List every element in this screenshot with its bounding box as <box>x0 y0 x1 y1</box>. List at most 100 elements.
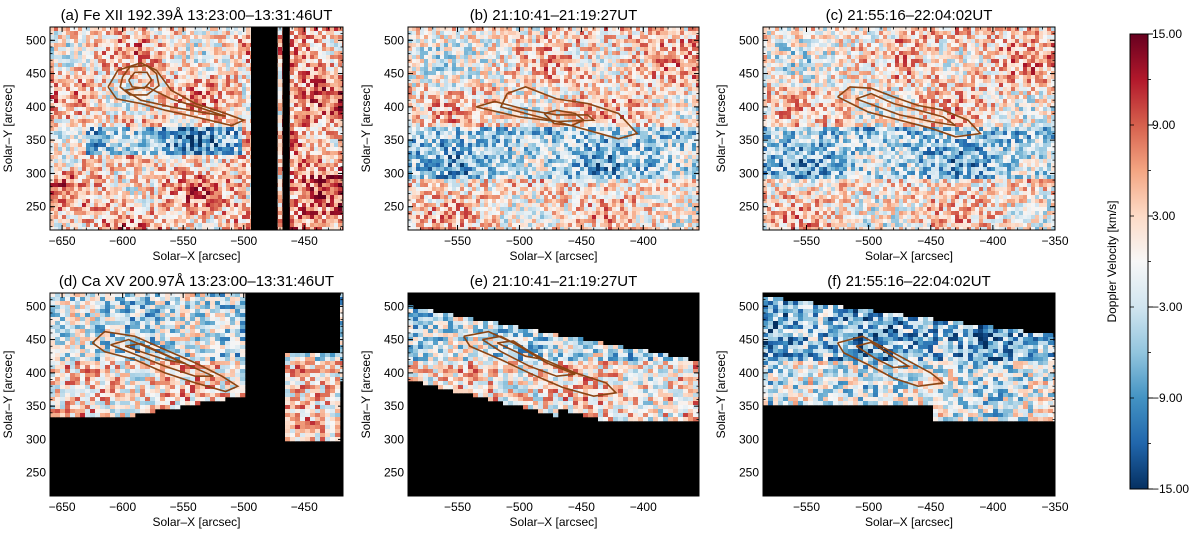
ylabel-e: Solar–Y [arcsec] <box>359 351 373 439</box>
data-gap-a-0 <box>250 27 278 230</box>
xtick-label-f-1: −500 <box>855 500 882 514</box>
panel-title-f: (f) 21:55:16–22:04:02UT <box>827 273 990 290</box>
ytick-label-b-1: 300 <box>384 166 404 180</box>
ytick-label-c-5: 500 <box>739 33 759 47</box>
ytick-label-a-0: 250 <box>26 200 46 214</box>
axes-frame-b <box>407 26 700 231</box>
ylabel-c: Solar–Y [arcsec] <box>714 85 728 173</box>
contour-a-3 <box>124 86 226 117</box>
ytick-label-b-0: 250 <box>384 200 404 214</box>
heatmap-f <box>763 293 1055 496</box>
ytick-label-b-3: 400 <box>384 100 404 114</box>
panel-d: −650 −600 −550 −500 −450 250 300 350 400 450 500 (d… <box>1 273 344 529</box>
xtick-label-c-3: −400 <box>979 234 1006 248</box>
xtick-label-c-0: −550 <box>793 234 820 248</box>
xtick-label-a-0: −650 <box>49 234 76 248</box>
xlabel-e: Solar–X [arcsec] <box>509 515 597 529</box>
xtick-label-d-1: −600 <box>109 500 136 514</box>
data-gap-a-1 <box>282 27 290 230</box>
contours-a <box>107 62 246 127</box>
ytick-label-c-4: 450 <box>739 67 759 81</box>
xtick-label-e-0: −550 <box>444 500 471 514</box>
contours-c <box>837 86 983 138</box>
contour-a-0 <box>119 64 160 96</box>
ytick-label-d-1: 300 <box>26 432 46 446</box>
xtick-label-b-1: −500 <box>506 234 533 248</box>
colorbar-tick-label-3: −3.00 <box>1152 300 1183 314</box>
colorbar-tick-label-1: 9.00 <box>1152 118 1176 132</box>
contour-d-2 <box>124 342 186 365</box>
ytick-label-f-0: 250 <box>739 466 759 480</box>
xtick-label-a-3: −500 <box>230 234 257 248</box>
ytick-label-e-1: 300 <box>384 432 404 446</box>
ytick-label-f-5: 500 <box>739 299 759 313</box>
heatmap-e <box>408 293 699 496</box>
contour-b-1 <box>499 86 639 140</box>
colorbar-tick-label-0: 15.00 <box>1152 27 1182 41</box>
xtick-label-f-0: −550 <box>793 500 820 514</box>
ytick-label-d-5: 500 <box>26 299 46 313</box>
xtick-label-f-4: −350 <box>1041 500 1068 514</box>
contour-d-1 <box>110 338 214 377</box>
ytick-label-c-0: 250 <box>739 200 759 214</box>
panel-b: −550 −500 −450 −400 250 300 350 400 450 500 (b) 21… <box>359 7 700 263</box>
contour-a-2 <box>107 62 246 127</box>
heatmap-c <box>763 27 1055 230</box>
xtick-label-d-4: −450 <box>291 500 318 514</box>
ytick-label-f-2: 350 <box>739 399 759 413</box>
colorbar-tick-label-5: −15.00 <box>1152 482 1189 496</box>
colorbar-tick-label-4: −9.00 <box>1152 391 1183 405</box>
xtick-label-d-0: −650 <box>49 500 76 514</box>
panel-a: −650 −600 −550 −500 −450 250 300 350 400 450 500 (a… <box>1 7 344 263</box>
colorbar: 15.00 9.00 3.00 −3.00 −9.00 −15.00 Doppler Ve… <box>1105 27 1189 496</box>
heatmap-b <box>408 27 699 230</box>
panel-f: −550 −500 −450 −400 −350 250 300 350 400 450 500 (f… <box>714 273 1069 529</box>
xtick-label-f-2: −450 <box>917 500 944 514</box>
contour-e-1 <box>481 335 576 378</box>
heatmap-a <box>50 27 343 230</box>
ytick-label-e-2: 350 <box>384 399 404 413</box>
colorbar-tick-label-2: 3.00 <box>1152 209 1176 223</box>
contour-c-0 <box>837 86 983 138</box>
ytick-label-b-5: 500 <box>384 33 404 47</box>
ytick-label-a-4: 450 <box>26 67 46 81</box>
ytick-label-c-2: 350 <box>739 133 759 147</box>
contour-e-2 <box>496 340 545 361</box>
xlabel-b: Solar–X [arcsec] <box>509 249 597 263</box>
xtick-label-b-3: −400 <box>630 234 657 248</box>
ytick-label-e-4: 450 <box>384 333 404 347</box>
panel-c: −550 −500 −450 −400 −350 250 300 350 400 450 500 (c… <box>714 7 1069 263</box>
panel-title-e: (e) 21:10:41–21:19:27UT <box>470 273 638 290</box>
xtick-label-e-2: −450 <box>568 500 595 514</box>
xlabel-d: Solar–X [arcsec] <box>152 515 240 529</box>
ytick-label-e-3: 400 <box>384 366 404 380</box>
contour-f-1 <box>855 341 911 369</box>
ytick-label-c-1: 300 <box>739 166 759 180</box>
ytick-label-e-5: 500 <box>384 299 404 313</box>
ylabel-f: Solar–Y [arcsec] <box>714 351 728 439</box>
ytick-label-b-2: 350 <box>384 133 404 147</box>
ytick-label-d-3: 400 <box>26 366 46 380</box>
panel-title-d: (d) Ca XV 200.97Å 13:23:00–13:31:46UT <box>59 273 334 290</box>
xtick-label-a-2: −550 <box>170 234 197 248</box>
ytick-label-c-3: 400 <box>739 100 759 114</box>
ytick-label-d-2: 350 <box>26 399 46 413</box>
ytick-label-d-4: 450 <box>26 333 46 347</box>
contour-b-2 <box>475 100 596 123</box>
xtick-label-a-1: −600 <box>109 234 136 248</box>
ytick-label-a-2: 350 <box>26 133 46 147</box>
ylabel-d: Solar–Y [arcsec] <box>1 351 15 439</box>
ytick-label-f-4: 450 <box>739 333 759 347</box>
xtick-label-e-1: −500 <box>506 500 533 514</box>
xtick-label-d-3: −500 <box>230 500 257 514</box>
axes-frame-a <box>49 26 344 231</box>
axes-frame-e <box>407 292 700 497</box>
xtick-label-f-3: −400 <box>979 500 1006 514</box>
contours-f <box>836 335 946 388</box>
xtick-label-c-2: −450 <box>917 234 944 248</box>
contours-b <box>475 86 639 140</box>
ylabel-a: Solar–Y [arcsec] <box>1 85 15 173</box>
xtick-label-b-2: −450 <box>568 234 595 248</box>
contour-f-0 <box>836 335 946 388</box>
